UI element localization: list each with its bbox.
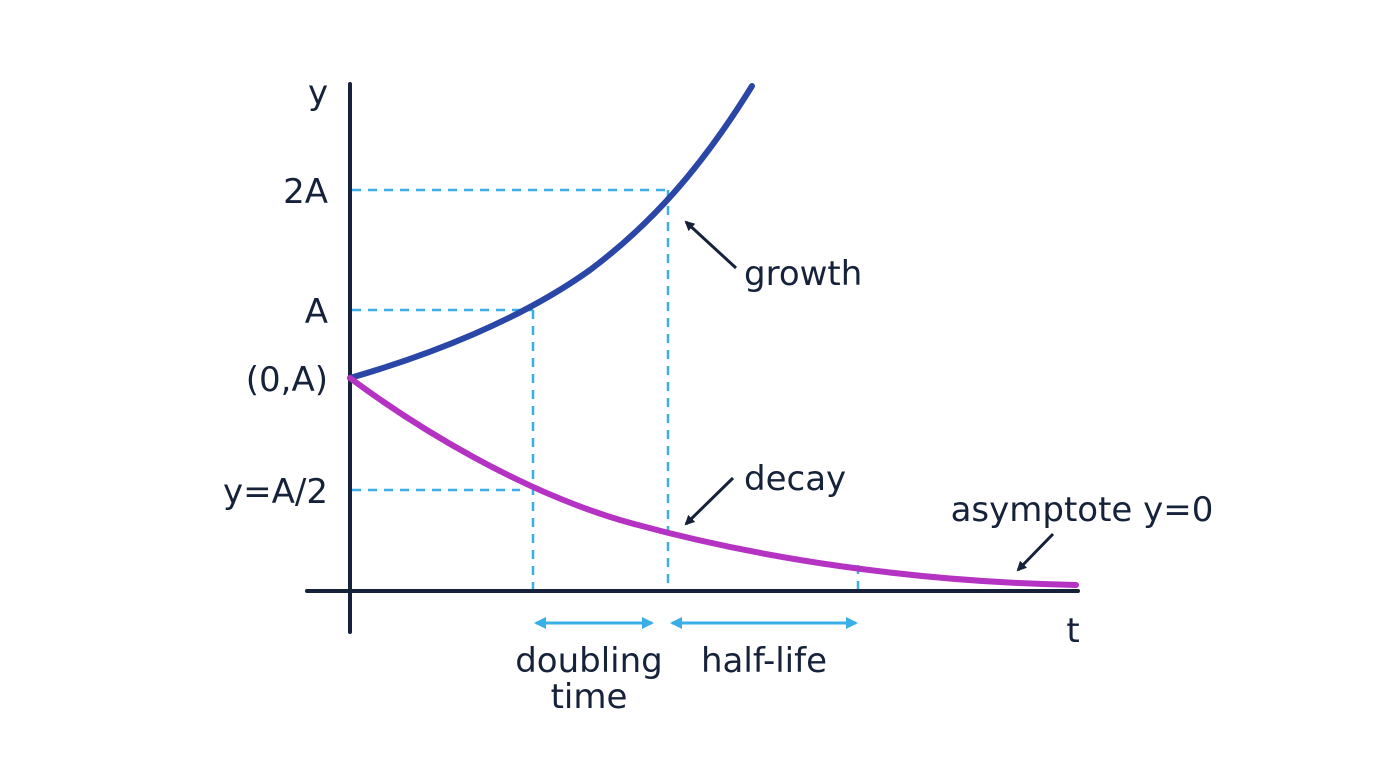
asymptote-pointer-arrow xyxy=(1016,532,1055,572)
doubling-time-label-line2: time xyxy=(551,677,628,717)
y-axis-label: y xyxy=(308,73,328,113)
axes xyxy=(305,82,1080,634)
doubling-time-label-line1: doubling xyxy=(515,641,663,681)
asymptote-label: asymptote y=0 xyxy=(951,490,1214,530)
t-axis-label: t xyxy=(1066,611,1079,651)
growth-pointer-arrow xyxy=(684,220,738,270)
tick-label-a: A xyxy=(305,292,328,332)
decay-curve xyxy=(347,375,1079,588)
annotation-arrows xyxy=(684,220,1055,572)
tick-label-2a: 2A xyxy=(283,172,328,212)
half-life-label: half-life xyxy=(701,641,827,681)
growth-label: growth xyxy=(744,254,862,294)
decay-label: decay xyxy=(744,459,846,499)
guide-lines xyxy=(352,188,860,590)
decay-pointer-arrow xyxy=(684,476,735,526)
growth-curve xyxy=(347,83,755,381)
tick-label-half: y=A/2 xyxy=(223,472,328,512)
labels: y t 2A A (0,A) y=A/2 growth decay asympt… xyxy=(223,73,1213,717)
tick-label-origin: (0,A) xyxy=(246,360,328,400)
